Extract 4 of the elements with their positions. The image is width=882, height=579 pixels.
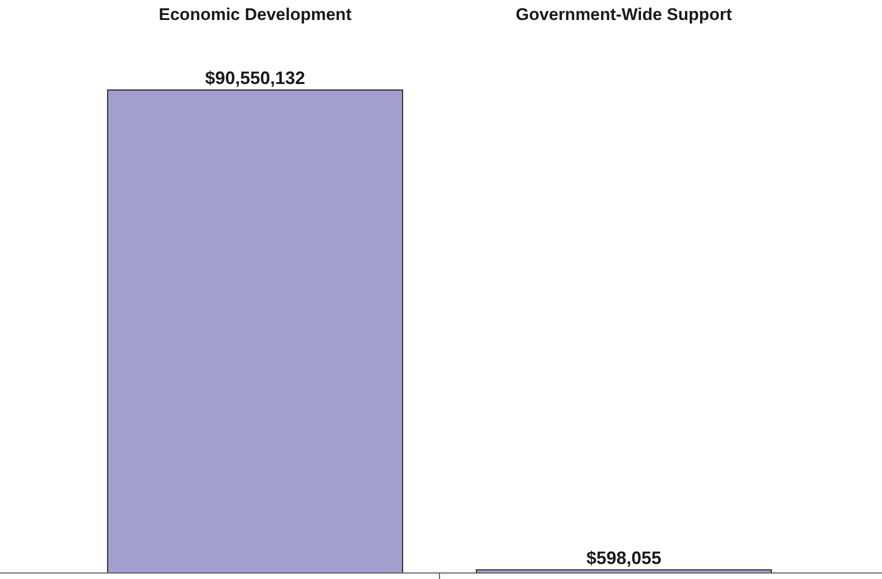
x-tick-label: Government-Wide Support [516,5,732,24]
x-tick-label: Economic Development [158,5,352,24]
data-label: $90,550,132 [205,68,306,88]
data-label: $598,055 [586,548,662,568]
